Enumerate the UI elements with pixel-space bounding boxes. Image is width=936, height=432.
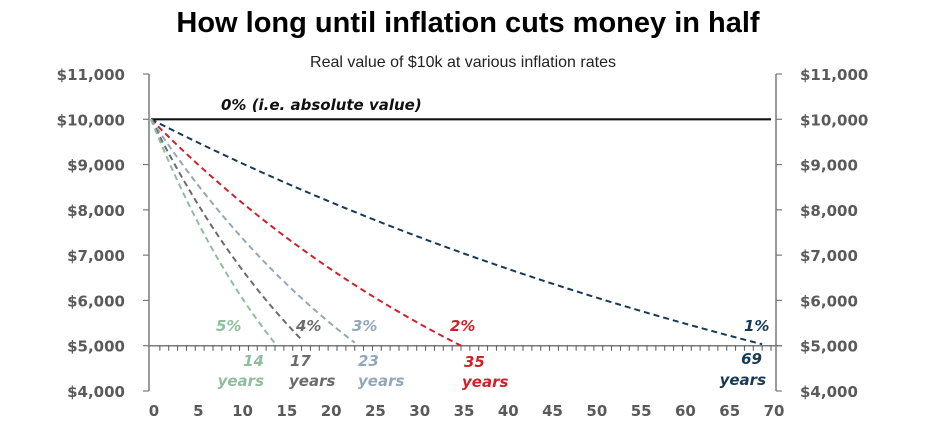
x-tick-label: 20 [321,402,342,420]
x-tick-label: 45 [542,402,563,420]
y-tick-label-right: $9,000 [800,157,858,175]
y-tick-label-left: $7,000 [67,247,125,265]
x-tick-label: 60 [675,402,696,420]
halflife-years-word-5pct: years [218,372,264,390]
x-tick-label: 40 [498,402,519,420]
y-tick-label-right: $10,000 [800,111,868,129]
series-layer [150,118,771,347]
series-line-3 [150,118,356,344]
y-tick-label-left: $6,000 [67,292,125,310]
y-tick-label-right: $7,000 [800,247,858,265]
x-tick-label: 0 [149,402,159,420]
halflife-years-4pct: 17 [290,352,311,370]
halflife-years-5pct: 14 [243,352,264,370]
axes: $4,000 $4,000 $5,000 $5,000 $6,000 $6,000 $7,0… [57,66,869,420]
y-tick-label-right: $4,000 [800,383,858,401]
y-tick-label-left: $8,000 [67,202,125,220]
x-tick-label: 15 [276,402,297,420]
y-tick-label-left: $5,000 [67,338,125,356]
series-line-4 [150,118,303,341]
annotations: 0% (i.e. absolute value) 1% 69 years 2% 35 yea… [216,96,769,391]
x-tick-label: 55 [631,402,652,420]
x-tick-label: 65 [719,402,740,420]
series-label-3pct: 3% [352,317,377,335]
halflife-years-word-4pct: years [289,372,335,390]
x-tick-label: 30 [409,402,430,420]
series-label-2pct: 2% [450,317,475,335]
chart-title: How long until inflation cuts money in h… [176,7,760,39]
x-tick-label: 25 [365,402,386,420]
y-tick-label-right: $8,000 [800,202,858,220]
y-tick-label-left: $4,000 [67,383,125,401]
series-label-1pct: 1% [744,317,769,335]
halflife-years-word-1pct: years [720,371,766,389]
series-line-1 [150,118,763,346]
halflife-years-word-2pct: years [462,373,508,391]
x-tick-label: 10 [232,402,253,420]
series-label-4pct: 4% [295,317,321,335]
series-label-0pct: 0% (i.e. absolute value) [221,96,422,114]
series-line-5 [150,118,276,345]
halflife-years-word-3pct: years [358,372,404,390]
chart-subtitle: Real value of $10k at various inflation … [310,54,616,71]
y-tick-label-left: $11,000 [57,66,125,84]
halflife-years-2pct: 35 [464,353,485,371]
x-tick-label: 5 [193,402,203,420]
y-tick-label-right: $6,000 [800,292,858,310]
y-tick-label-left: $9,000 [67,157,125,175]
series-line-2 [150,118,462,347]
x-tick-label: 35 [454,402,475,420]
series-label-5pct: 5% [216,317,241,335]
halflife-years-1pct: 69 [741,350,762,368]
x-tick-label: 50 [586,402,607,420]
y-tick-label-right: $11,000 [800,66,868,84]
x-tick-label: 70 [764,402,785,420]
y-tick-label-right: $5,000 [800,338,858,356]
halflife-years-3pct: 23 [358,352,379,370]
y-tick-label-left: $10,000 [57,111,125,129]
